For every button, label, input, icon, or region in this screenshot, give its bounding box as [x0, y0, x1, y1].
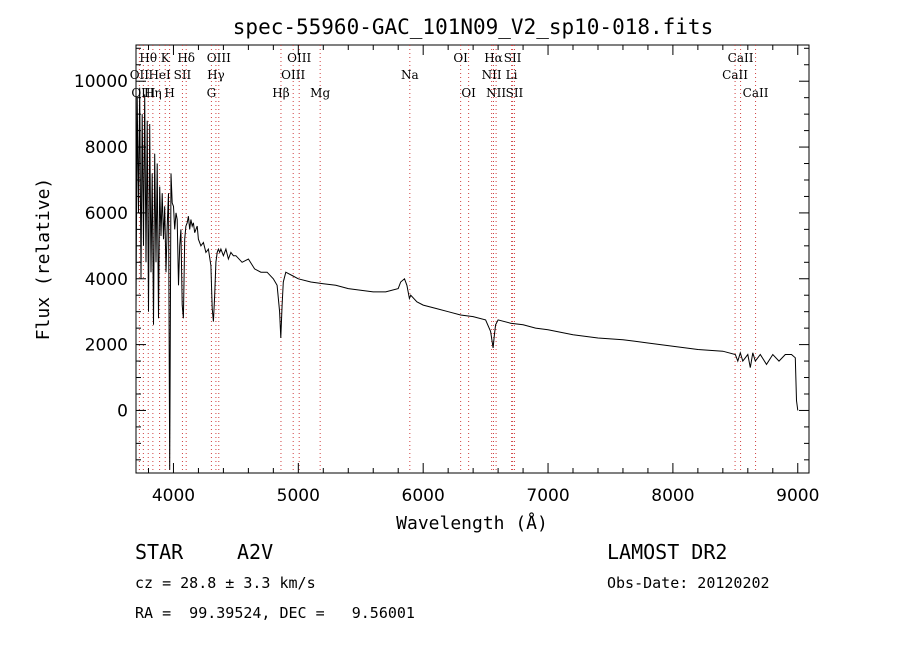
line-label: SII — [504, 51, 522, 65]
x-axis: 4000 5000 6000 7000 8000 9000 — [147, 45, 819, 506]
x-tick-label: 7000 — [526, 486, 569, 506]
y-tick-label: 2000 — [85, 336, 128, 356]
line-label: Hθ — [139, 51, 157, 65]
survey-name: LAMOST DR2 — [607, 540, 728, 564]
line-label: OIII — [287, 51, 311, 65]
line-label: OIII — [131, 86, 155, 100]
y-axis: 0 2000 4000 6000 8000 10000 — [74, 47, 809, 461]
line-label: Hη — [144, 86, 162, 100]
x-tick-label: 9000 — [776, 486, 819, 506]
line-label: K — [161, 51, 171, 65]
line-label: G — [207, 86, 217, 100]
line-label: CaII — [743, 86, 769, 100]
line-label: OIII — [281, 68, 305, 82]
x-tick-label: 5000 — [277, 486, 320, 506]
observation-date: Obs-Date: 20120202 — [607, 574, 770, 592]
line-label: Hδ — [177, 51, 195, 65]
y-tick-label: 10000 — [74, 72, 128, 92]
y-tick-label: 8000 — [85, 138, 128, 158]
y-tick-label: 4000 — [85, 270, 128, 290]
line-label: Hα — [484, 51, 503, 65]
line-label: Hγ — [207, 68, 225, 82]
line-label: OII — [130, 68, 150, 82]
x-tick-label: 8000 — [651, 486, 694, 506]
x-tick-label: 4000 — [152, 486, 195, 506]
x-tick-label: 6000 — [402, 486, 445, 506]
line-label: SII — [506, 86, 524, 100]
line-label: NII — [486, 86, 506, 100]
object-subclass: A2V — [237, 540, 274, 564]
y-tick-label: 0 — [117, 401, 128, 421]
line-label: OI — [461, 86, 476, 100]
line-label: CaII — [728, 51, 754, 65]
plot-frame — [135, 44, 810, 474]
redshift-readout: cz = 28.8 ± 3.3 km/s — [135, 574, 316, 592]
spectrum-line — [135, 87, 799, 470]
line-label: H — [164, 86, 174, 100]
line-label: Mg — [310, 86, 330, 100]
line-label: Li — [506, 68, 518, 82]
line-label: Na — [401, 68, 419, 82]
line-label: Hβ — [272, 86, 289, 100]
line-label: OI — [453, 51, 468, 65]
chart-title: spec-55960-GAC_101N09_V2_sp10-018.fits — [233, 15, 713, 39]
line-label: OIII — [207, 51, 231, 65]
line-label: HeI — [148, 68, 171, 82]
y-tick-label: 6000 — [85, 204, 128, 224]
x-axis-label: Wavelength (Å) — [396, 512, 548, 534]
object-class: STAR — [135, 540, 184, 564]
line-label: SII — [174, 68, 192, 82]
coordinates-readout: RA = 99.39524, DEC = 9.56001 — [135, 604, 415, 622]
y-axis-label: Flux (relative) — [33, 178, 54, 341]
line-label: CaII — [722, 68, 748, 82]
emission-line-markers — [138, 45, 757, 473]
line-label: NII — [482, 68, 502, 82]
